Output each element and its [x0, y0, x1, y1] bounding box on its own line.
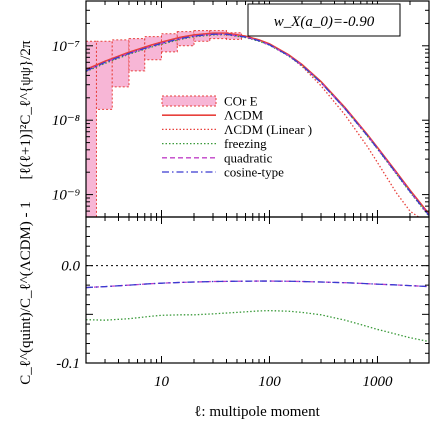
- top-ticks: 10⁻⁷ 10⁻⁸ 10⁻⁹: [52, 0, 430, 218]
- legend-swatch-band: [161, 95, 217, 107]
- top-y-tick-label: 10⁻⁹: [52, 188, 80, 204]
- legend-label: ΛCDM: [224, 108, 263, 123]
- legend-label: COr E: [224, 94, 258, 109]
- x-axis-title: ℓ: multipole moment: [194, 404, 320, 420]
- annotation-box: [247, 3, 401, 37]
- bottom-ticks: 0.0 -0.1 10 100 1000: [56, 216, 430, 390]
- x-tick-label: 1000: [362, 374, 393, 390]
- top-y-tick-label: 10⁻⁸: [52, 113, 80, 129]
- top-y-axis-title: [ℓ(ℓ+1)]²C_ℓ^{ψψ}/2π: [18, 40, 34, 179]
- top-y-tick-label: 10⁻⁷: [52, 39, 80, 55]
- legend-label: ΛCDM (Linear ): [224, 122, 312, 137]
- top-error-band: [86, 30, 242, 217]
- top-series-group: [86, 32, 429, 217]
- bottom-y-tick-label: 0.0: [61, 259, 80, 275]
- x-tick-label: 100: [258, 374, 281, 390]
- model-annotation: w_X(a_0)=-0.90: [247, 3, 401, 37]
- error-band-bin: [128, 38, 146, 72]
- legend-label: quadratic: [224, 150, 273, 165]
- top-series-cosine-type: [86, 33, 429, 216]
- bottom-series-freezing: [86, 309, 429, 343]
- bottom-series-cosine-type: [86, 280, 429, 289]
- error-band-bin: [95, 40, 113, 110]
- error-band-bin: [86, 40, 97, 217]
- error-band-bin: [111, 39, 130, 88]
- bottom-y-tick-label: -0.1: [56, 356, 80, 372]
- legend-label: cosine-type: [224, 165, 284, 180]
- bottom-y-axis-title: C_ℓ^(quint)/C_ℓ^(ΛCDM) - 1: [18, 201, 34, 385]
- bottom-plot-frame: [85, 216, 430, 364]
- x-tick-label: 10: [154, 374, 170, 390]
- bottom-series-group: [86, 265, 429, 343]
- top-series-cdm-linear: [86, 32, 420, 217]
- annotation-text: w_X(a_0)=-0.90: [274, 14, 375, 30]
- legend-label: freezing: [224, 136, 267, 151]
- error-band-bin: [226, 32, 242, 40]
